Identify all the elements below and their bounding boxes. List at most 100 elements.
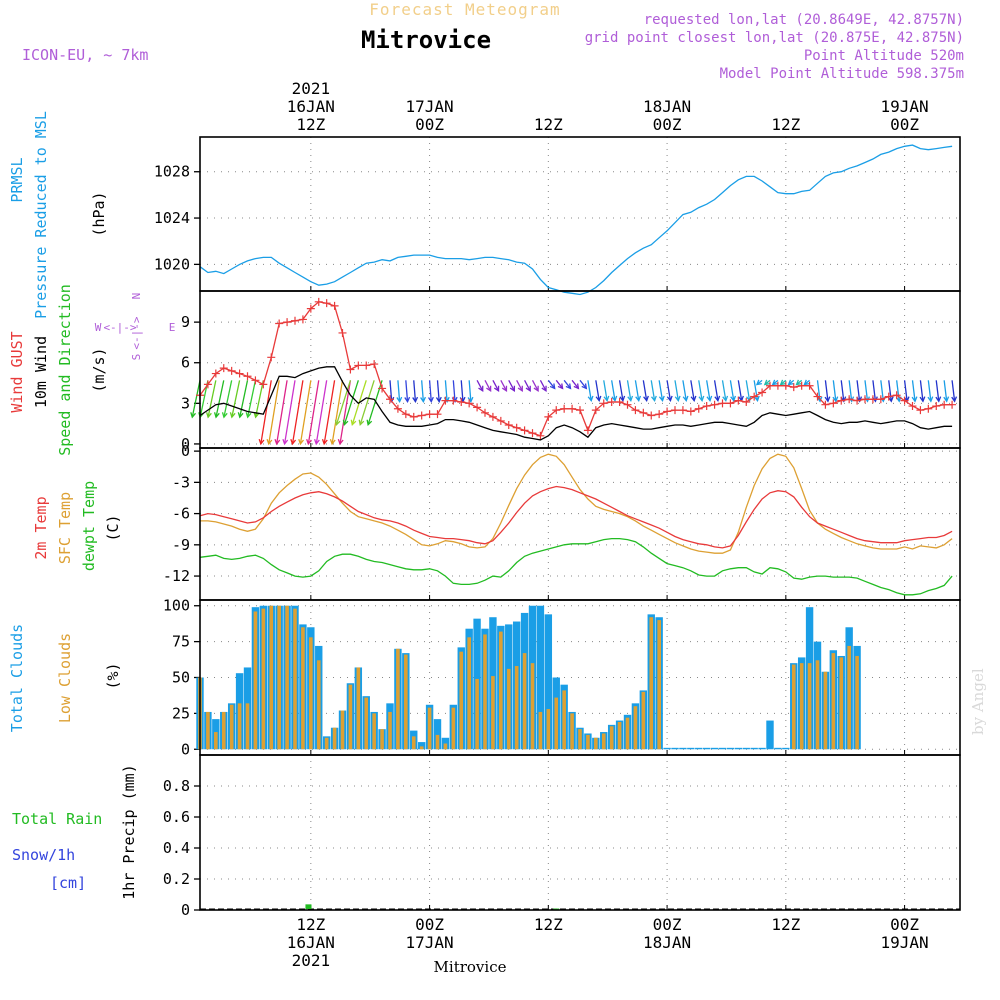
wind-arrow-head [619,395,626,403]
pressure-axis-label: PRMSL [8,157,26,202]
wind-arrow-head [245,412,252,419]
wind-arrow [698,380,703,401]
wind-arrow [713,380,719,401]
wind-arrow [428,380,432,402]
wind-arrow [816,380,821,402]
wind-arrow [339,380,352,445]
gust-marker [797,381,806,390]
wind-arrow-head [943,396,950,403]
gust-marker [275,319,284,328]
y-tick-label: 50 [172,669,190,687]
wind-arrow [840,380,845,402]
pressure-axis-label: Pressure Reduced to MSL [32,111,50,319]
top-time-label: 12Z [296,115,325,134]
rain-legend: Total Rain [12,810,102,828]
pressure-frame [199,136,961,292]
cloud-axis-label: (%) [104,662,122,689]
low-cloud-bar [815,660,820,750]
gust-marker [386,395,394,404]
low-cloud-bar [206,711,210,750]
wind-arrow [460,380,464,402]
forecast-title: Forecast Meteogram [369,0,560,19]
top-time-label: 00Z [415,115,444,134]
low-cloud-bar [411,736,416,750]
low-cloud-bar [491,676,495,750]
footer-place: Mitrovice [434,958,507,976]
gust-marker [773,381,782,390]
wind-arrow-head [358,419,365,426]
wind-arrow [207,380,217,418]
temperature-panel: -12 -9 -6 -3 0 [163,442,960,600]
low-cloud-bar [506,668,511,750]
wind-arrow-head [911,396,918,403]
gust-marker [726,399,735,408]
gust-marker [750,392,759,401]
low-cloud-bar [388,711,392,750]
y-tick-label: -12 [163,567,190,585]
wind-arrow-head [213,412,220,419]
y-tick-label: -3 [172,473,190,491]
total-cloud-bar [750,747,758,750]
wind-arrow [951,380,956,402]
wind-arrow-head [313,438,320,446]
wind-arrow-head [919,396,926,403]
gust-marker [227,366,236,375]
pressure-line [199,144,953,296]
wind-arrow-head [935,396,942,403]
y-tick-label: 0.6 [163,808,190,826]
gust-marker [488,412,497,421]
low-cloud-bar [404,654,408,750]
precip-axis-label: 1hr Precip (mm) [120,764,138,899]
gust-marker [900,396,909,405]
wind-arrow [239,380,249,418]
bottom-time-label: 00Z [890,915,919,934]
bottom-time-label: 17JAN [405,933,453,952]
gust-marker [710,400,719,409]
gust-marker [591,406,600,415]
wind-arrow-head [587,395,594,403]
gust-marker [536,431,545,440]
wind-arrow-head [321,438,328,446]
wind-arrow-head [366,419,373,426]
gust-marker [884,392,893,401]
low-cloud-bar [293,608,297,750]
total-cloud-bar [417,742,426,750]
wind-arrow-head [951,396,958,403]
wind-arrow [291,380,304,445]
wind-arrow [729,380,735,401]
wind-arrow [335,380,352,425]
bottom-time-label: 00Z [653,915,682,934]
wind-arrow [191,380,201,418]
wind-arrow-head [290,438,297,446]
wind-arrow-head [763,379,770,386]
total-cloud-bar [718,747,727,750]
gust-marker [481,408,489,417]
wind-arrow [452,380,456,402]
wind-arrow-head [412,396,419,404]
low-cloud-bar [324,737,329,750]
gust-marker [576,406,584,415]
wind-arrow [276,380,288,445]
wind-arrow-head [334,419,341,426]
wind-arrow-head [627,395,634,403]
wind-arrow-head [565,383,572,390]
wind-arrow-head [337,438,344,446]
wind-arrow [903,380,908,402]
wind-arrow-head [832,396,839,403]
wind-arrow [555,379,564,389]
total-cloud-bar [710,747,719,750]
wind-arrow [880,380,885,402]
gust-marker [504,420,513,429]
wind-arrow [753,380,759,401]
low-cloud-bar [578,729,582,750]
low-cloud-bar [538,711,543,750]
low-cloud-bar [229,704,234,750]
low-cloud-bar [499,631,503,750]
gust-marker [473,403,482,412]
gust-marker [583,426,592,435]
wind-arrow-head [722,395,729,403]
gust-marker [496,416,505,425]
low-cloud-bar [467,637,471,750]
wind-arrow-head [404,396,411,404]
total-cloud-bar [758,747,766,750]
